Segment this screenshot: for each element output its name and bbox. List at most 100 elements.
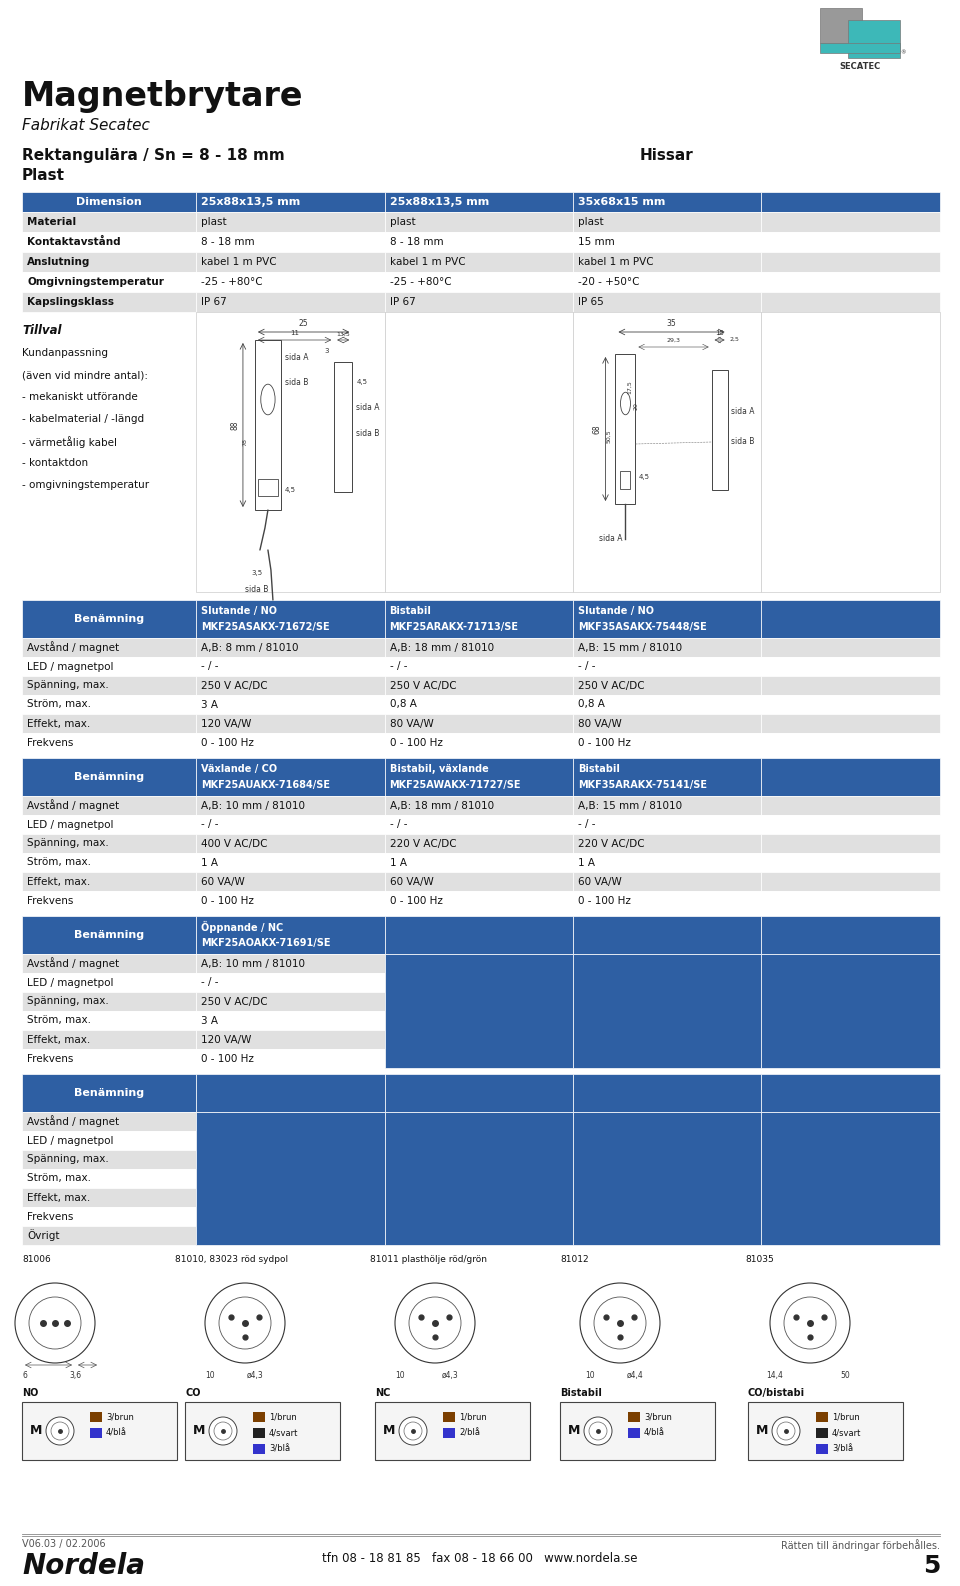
Text: Avstånd / magnet: Avstånd / magnet	[27, 1115, 119, 1128]
Text: ø4,3: ø4,3	[247, 1370, 263, 1380]
Bar	[820, 43, 900, 52]
Text: sida A: sida A	[285, 352, 308, 362]
Text: Benämning: Benämning	[74, 929, 144, 940]
Bar	[628, 1427, 640, 1439]
Text: 2/blå: 2/blå	[459, 1429, 480, 1437]
Ellipse shape	[770, 1283, 850, 1362]
Bar	[573, 1112, 761, 1245]
Text: MKF35ARAKX-75141/SE: MKF35ARAKX-75141/SE	[578, 780, 707, 790]
Bar	[22, 1169, 197, 1188]
Text: Bistabil, växlande: Bistabil, växlande	[390, 763, 489, 774]
Ellipse shape	[399, 1416, 427, 1445]
Bar	[197, 252, 385, 273]
Text: 220 V AC/DC: 220 V AC/DC	[578, 839, 644, 849]
Bar	[761, 955, 940, 1067]
Bar	[573, 1226, 761, 1245]
Bar	[761, 292, 940, 312]
Bar	[573, 714, 761, 733]
Bar	[22, 891, 197, 910]
Text: sida A: sida A	[731, 408, 755, 417]
Text: 80 VA/W: 80 VA/W	[578, 718, 621, 728]
Text: M: M	[383, 1424, 396, 1437]
Bar	[573, 638, 761, 657]
Bar	[197, 815, 385, 834]
Text: - kontaktdon: - kontaktdon	[22, 458, 88, 468]
Text: - omgivningstemperatur: - omgivningstemperatur	[22, 481, 149, 490]
Text: Ström, max.: Ström, max.	[27, 699, 91, 709]
Text: kabel 1 m PVC: kabel 1 m PVC	[202, 257, 277, 266]
Bar	[573, 1048, 761, 1067]
Bar	[628, 1412, 640, 1423]
Bar	[22, 853, 197, 872]
Bar	[22, 1188, 197, 1207]
Text: 1/brun: 1/brun	[269, 1413, 297, 1421]
Bar	[761, 192, 940, 213]
Bar	[385, 213, 573, 232]
Bar	[761, 1029, 940, 1048]
Bar	[22, 955, 197, 972]
Text: 3,6: 3,6	[69, 1370, 81, 1380]
Bar	[573, 872, 761, 891]
Bar	[573, 273, 761, 292]
Bar	[573, 600, 761, 638]
Text: 1 A: 1 A	[578, 858, 595, 868]
Text: 15 mm: 15 mm	[578, 236, 614, 247]
Bar	[22, 796, 197, 815]
Ellipse shape	[584, 1416, 612, 1445]
Text: M: M	[193, 1424, 205, 1437]
Text: 4/blå: 4/blå	[106, 1429, 127, 1437]
Bar	[761, 1010, 940, 1029]
Text: 4,5: 4,5	[356, 379, 368, 385]
Bar	[761, 638, 940, 657]
Text: MKF25AOAKX-71691/SE: MKF25AOAKX-71691/SE	[202, 939, 331, 948]
Text: Spänning, max.: Spänning, max.	[27, 996, 108, 1007]
Text: 1/brun: 1/brun	[832, 1413, 860, 1421]
Bar	[22, 834, 197, 853]
Bar	[573, 312, 761, 592]
Bar	[573, 991, 761, 1010]
Bar	[748, 1402, 903, 1461]
Text: Benämning: Benämning	[74, 614, 144, 623]
Text: 81011 plasthölje röd/grön: 81011 plasthölje röd/grön	[370, 1255, 487, 1264]
Bar	[385, 758, 573, 796]
Ellipse shape	[594, 1297, 646, 1350]
Bar	[22, 1150, 197, 1169]
Text: M: M	[568, 1424, 581, 1437]
Text: 35: 35	[666, 319, 677, 328]
Text: 3 A: 3 A	[202, 1015, 219, 1026]
Ellipse shape	[219, 1297, 271, 1350]
Text: 4,5: 4,5	[285, 487, 296, 493]
Bar	[761, 252, 940, 273]
Text: 0,8 A: 0,8 A	[390, 699, 417, 709]
Bar	[573, 796, 761, 815]
Bar	[761, 1074, 940, 1112]
Ellipse shape	[205, 1283, 285, 1362]
Text: 250 V AC/DC: 250 V AC/DC	[578, 680, 644, 690]
Text: Övrigt: Övrigt	[27, 1229, 60, 1242]
Bar	[761, 758, 940, 796]
Text: M: M	[30, 1424, 42, 1437]
Bar	[197, 192, 385, 213]
Bar	[573, 676, 761, 695]
Bar	[615, 354, 636, 504]
Text: 8 - 18 mm: 8 - 18 mm	[202, 236, 255, 247]
Text: Bistabil: Bistabil	[390, 606, 431, 615]
Text: 5: 5	[923, 1554, 940, 1578]
Bar	[197, 1010, 385, 1029]
Text: 0 - 100 Hz: 0 - 100 Hz	[202, 1053, 254, 1064]
Text: MKF35ASAKX-75448/SE: MKF35ASAKX-75448/SE	[578, 622, 707, 633]
Bar	[22, 638, 197, 657]
Ellipse shape	[29, 1297, 81, 1350]
Text: 8 - 18 mm: 8 - 18 mm	[390, 236, 444, 247]
Bar	[573, 1074, 761, 1112]
Text: LED / magnetpol: LED / magnetpol	[27, 661, 113, 671]
Bar	[197, 1074, 385, 1112]
Bar	[197, 955, 385, 972]
Text: 120 VA/W: 120 VA/W	[202, 1034, 252, 1045]
Ellipse shape	[784, 1297, 836, 1350]
Bar	[197, 991, 385, 1010]
Text: Nordela: Nordela	[22, 1553, 145, 1580]
Bar	[385, 252, 573, 273]
Ellipse shape	[395, 1283, 475, 1362]
Text: 81006: 81006	[22, 1255, 51, 1264]
